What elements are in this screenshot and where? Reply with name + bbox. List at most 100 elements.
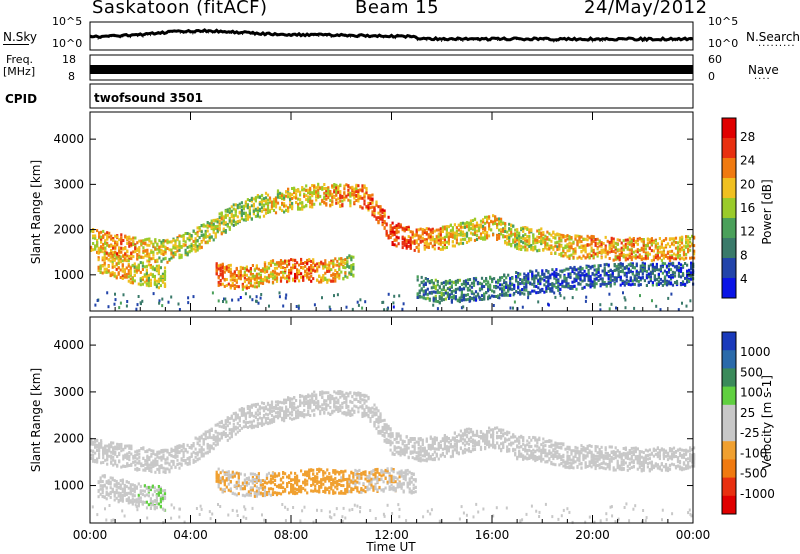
- echo-cell: [284, 267, 287, 271]
- echo-cell: [152, 250, 155, 254]
- echo-cell: [216, 229, 219, 233]
- echo-cell: [647, 275, 650, 279]
- echo-cell: [184, 251, 187, 255]
- echo-cell: [369, 206, 372, 210]
- echo-cell: [332, 276, 335, 280]
- echo-cell: [247, 286, 250, 289]
- echo-cell: [611, 278, 614, 282]
- echo-cell: [355, 199, 358, 202]
- echo-cell: [262, 197, 266, 201]
- echo-cell: [579, 268, 582, 272]
- echo-cell: [221, 265, 224, 268]
- echo-cell: [320, 262, 323, 266]
- echo-cell: [690, 264, 693, 268]
- echo-cell: [200, 434, 203, 438]
- echo-cell: [248, 210, 251, 214]
- echo-cell: [113, 274, 116, 278]
- echo-cell: [108, 448, 111, 452]
- echo-cell: [441, 228, 444, 231]
- echo-cell: [149, 263, 152, 267]
- echo-cell: [103, 258, 106, 262]
- echo-cell: [613, 278, 616, 282]
- echo-cell: [266, 421, 270, 425]
- echo-cell: [250, 405, 253, 409]
- echo-cell: [123, 257, 126, 261]
- echo-cell: [228, 436, 231, 440]
- echo-cell: [377, 211, 380, 215]
- echo-cell: [669, 268, 673, 272]
- echo-cell: [521, 291, 524, 295]
- echo-cell: [200, 454, 203, 458]
- echo-cell: [546, 236, 549, 240]
- echo-cell: [298, 263, 301, 267]
- echo-cell: [116, 235, 119, 239]
- echo-cell: [254, 403, 257, 406]
- echo-cell: [262, 402, 266, 405]
- echo-cell: [260, 202, 264, 206]
- echo-cell: [149, 278, 152, 282]
- echo-cell: [464, 284, 468, 288]
- echo-cell: [485, 291, 488, 295]
- echo-cell: [232, 429, 235, 433]
- echo-cell: [228, 219, 231, 223]
- echo-cell: [236, 220, 239, 223]
- echo-cell: [256, 408, 259, 412]
- echo-cell: [134, 450, 137, 454]
- echo-cell: [510, 227, 513, 231]
- echo-cell: [543, 272, 546, 276]
- echo-cell: [150, 470, 153, 474]
- echo-cell: [465, 225, 469, 229]
- echo-cell: [544, 241, 547, 245]
- echo-cell: [260, 417, 264, 420]
- echo-cell: [178, 444, 181, 448]
- echo-cell: [342, 266, 345, 269]
- echo-cell: [518, 234, 521, 238]
- echo-cell: [312, 259, 315, 263]
- echo-cell: [122, 454, 125, 458]
- echo-cell: [528, 242, 531, 246]
- echo-cell: [582, 237, 585, 241]
- echo-cell: [96, 250, 99, 254]
- echo-cell: [454, 287, 457, 291]
- echo-cell: [511, 283, 514, 287]
- echo-cell: [136, 241, 139, 245]
- echo-cell: [258, 209, 261, 213]
- echo-cell: [218, 223, 221, 227]
- echo-cell: [214, 439, 217, 443]
- echo-cell: [525, 279, 528, 283]
- echo-cell: [158, 239, 161, 243]
- echo-cell: [521, 305, 524, 309]
- echo-cell: [448, 286, 451, 290]
- echo-cell: [478, 297, 482, 301]
- echo-cell: [218, 424, 221, 428]
- echo-cell: [112, 455, 115, 459]
- echo-cell: [271, 280, 275, 284]
- echo-cell: [645, 269, 648, 273]
- echo-cell: [152, 244, 155, 248]
- echo-cell: [256, 213, 259, 217]
- echo-cell: [219, 279, 222, 282]
- echo-cell: [194, 451, 197, 455]
- echo-cell: [630, 252, 633, 256]
- echo-cell: [106, 234, 109, 237]
- echo-cell: [136, 453, 139, 457]
- echo-cell: [554, 251, 557, 255]
- echo-cell: [445, 240, 448, 244]
- echo-cell: [571, 285, 574, 289]
- echo-cell: [393, 238, 396, 242]
- echo-cell: [381, 211, 384, 215]
- echo-cell: [159, 266, 162, 270]
- echo-cell: [90, 245, 93, 249]
- echo-cell: [566, 255, 569, 259]
- echo-cell: [624, 256, 627, 260]
- echo-cell: [158, 470, 161, 474]
- echo-cell: [188, 250, 191, 254]
- echo-cell: [634, 249, 637, 253]
- echo-cell: [505, 291, 508, 295]
- echo-cell: [590, 249, 593, 253]
- echo-cell: [409, 230, 412, 234]
- echo-cell: [584, 244, 587, 248]
- echo-cell: [507, 293, 510, 297]
- echo-cell: [130, 445, 133, 449]
- echo-cell: [578, 240, 581, 244]
